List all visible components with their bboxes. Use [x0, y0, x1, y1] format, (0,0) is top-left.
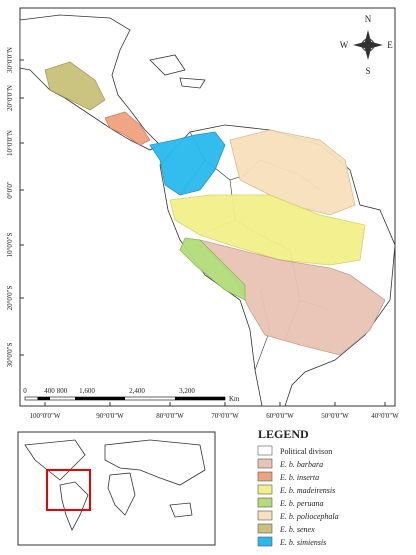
range-senex: [44, 61, 106, 111]
legend-title: LEGEND: [258, 427, 309, 441]
range-inserta: [104, 111, 151, 146]
legend-item: E. b. barbara: [279, 460, 323, 469]
longitude-label: 80°0'0"W: [156, 412, 184, 420]
compass: N E S W: [340, 14, 394, 76]
legend-swatch: [257, 497, 273, 508]
compass-label: E: [387, 40, 393, 50]
compass-label: S: [365, 66, 370, 76]
range-poliocephala: [229, 129, 356, 216]
scale-label: 800: [57, 387, 68, 395]
legend-swatch: [257, 484, 273, 495]
longitude-label: 90°0'0"W: [96, 412, 124, 420]
legend-swatch: [257, 445, 273, 456]
longitude-label: 50°0'0"W: [321, 412, 349, 420]
scale-label: 400: [44, 387, 55, 395]
compass-label: N: [365, 14, 372, 24]
ranges: [44, 61, 386, 356]
latitude-label: 30°0'0"S: [6, 342, 14, 367]
longitude-label: 100°0'0"W: [29, 412, 60, 420]
legend-swatch: [257, 471, 273, 482]
scale-label: 3,200: [179, 387, 195, 395]
latitude-label: 20°0'0"S: [6, 285, 14, 310]
range-peruana: [179, 237, 246, 301]
scale-unit: Km: [229, 395, 240, 403]
legend-item: E. b. poliocephala: [279, 512, 339, 521]
compass-label: W: [340, 40, 349, 50]
longitude-label: 60°0'0"W: [266, 412, 294, 420]
legend-swatch: [257, 523, 273, 534]
latitude-label: 0°0'0": [6, 181, 14, 199]
legend-item: E. b. madeirensis: [279, 486, 335, 495]
range-barbara: [198, 239, 386, 356]
legend-item: E. b. senex: [279, 525, 315, 534]
legend-swatch: [257, 458, 273, 469]
latitude-label: 20°0'0"N: [6, 85, 14, 111]
scale-bar: 0 400 800 1,600 2,400 3,200 Km: [23, 387, 240, 403]
longitude-label: 70°0'0"W: [211, 412, 239, 420]
legend-item: E. b. inserta: [279, 473, 319, 482]
latitude-label: 30°0'0"N: [6, 47, 14, 73]
legend-swatch: [257, 510, 273, 521]
scale-label: 2,400: [129, 387, 145, 395]
legend-swatch: [257, 536, 273, 547]
legend: LEGEND Political divison E. b. barbara E. …: [257, 427, 339, 547]
scale-label: 1,600: [79, 387, 95, 395]
scale-label: 0: [23, 387, 27, 395]
range-madeirensis: [169, 194, 366, 266]
longitude-label: 40°0'0"W: [371, 412, 399, 420]
latitude-label: 10°0'0"N: [6, 130, 14, 156]
inset-map: [17, 431, 216, 546]
legend-item: Political divison: [280, 447, 332, 456]
legend-item: E. b. simiensis: [279, 538, 326, 547]
range-simiensis: [149, 131, 226, 196]
latitude-label: 10°0'0"S: [6, 232, 14, 257]
legend-item: E. b. peruana: [279, 499, 324, 508]
